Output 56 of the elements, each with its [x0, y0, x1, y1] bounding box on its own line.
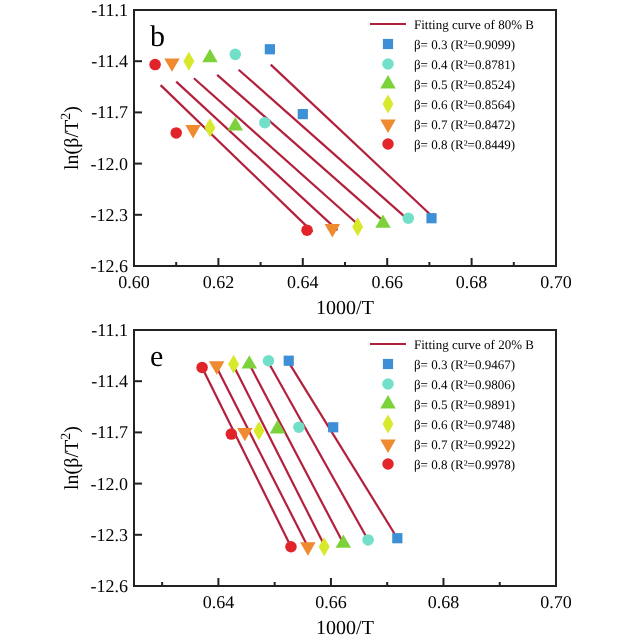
- point: [328, 422, 339, 433]
- point: [208, 361, 225, 375]
- point: [229, 48, 242, 61]
- y-tick-label: -11.1: [91, 320, 128, 340]
- x-tick-label: 0.68: [427, 592, 461, 612]
- x-axis-title: 1000/T: [316, 298, 374, 320]
- x-tick-label: 0.68: [455, 272, 489, 292]
- point: [402, 212, 415, 224]
- x-axis-title: 1000/T: [316, 618, 374, 640]
- x-tick-label: 0.70: [540, 272, 573, 292]
- annotation: e: [150, 342, 164, 374]
- y-tick-label: -12.6: [90, 256, 129, 276]
- y-tick-label: -11.4: [91, 371, 129, 392]
- point: [301, 224, 313, 236]
- annotation: b: [150, 22, 165, 54]
- y-tick-label: -11.4: [91, 51, 129, 72]
- point: [241, 355, 258, 369]
- x-tick-label: 0.66: [315, 592, 348, 612]
- point: [170, 127, 182, 139]
- point: [225, 428, 238, 440]
- y-tick-label: -11.7: [91, 422, 129, 443]
- point: [269, 420, 286, 434]
- point: [264, 44, 275, 55]
- point: [196, 361, 208, 374]
- point: [297, 109, 308, 120]
- point: [300, 542, 316, 556]
- x-tick-label: 0.62: [202, 272, 235, 292]
- y-tick-label: -12.6: [90, 576, 129, 596]
- point: [185, 124, 201, 139]
- x-tick-label: 0.66: [371, 272, 404, 292]
- point: [392, 533, 403, 544]
- point: [237, 427, 253, 442]
- x-tick-label: 0.64: [202, 592, 236, 612]
- point: [324, 223, 341, 238]
- point: [149, 58, 161, 71]
- point: [285, 541, 297, 553]
- y-tick-label: -12.3: [90, 204, 129, 225]
- y-tick-label: -12.0: [90, 153, 129, 174]
- x-tick-label: 0.60: [118, 272, 151, 292]
- y-tick-label: -12.3: [90, 524, 129, 545]
- y-tick-label: -12.0: [90, 473, 129, 494]
- y-tick-label: -11.7: [91, 102, 129, 123]
- point: [259, 116, 271, 129]
- x-tick-label: 0.70: [540, 592, 573, 612]
- point: [283, 355, 294, 366]
- point: [293, 421, 305, 434]
- point: [262, 354, 275, 367]
- point: [202, 48, 218, 63]
- point: [362, 534, 374, 546]
- point: [335, 534, 352, 548]
- point: [375, 214, 391, 228]
- x-tick-label: 0.64: [287, 272, 320, 292]
- point: [426, 213, 437, 224]
- point: [164, 58, 180, 72]
- point: [227, 117, 244, 131]
- y-tick-label: -11.1: [91, 0, 128, 20]
